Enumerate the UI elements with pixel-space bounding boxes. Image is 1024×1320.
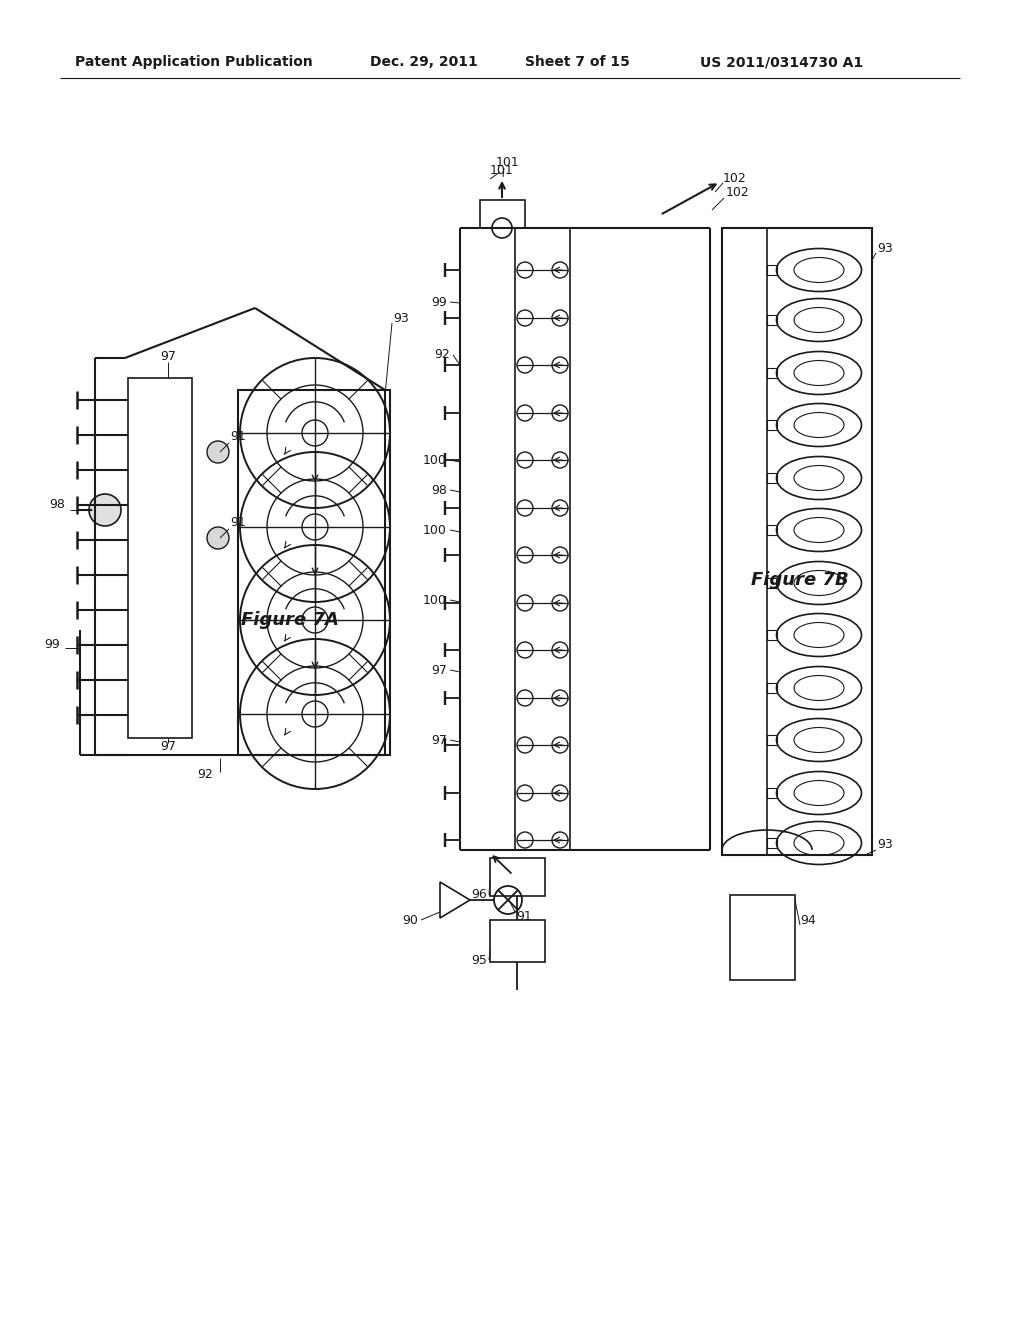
Circle shape <box>207 441 229 463</box>
Text: 93: 93 <box>393 312 409 325</box>
Text: 90: 90 <box>402 913 418 927</box>
Text: 102: 102 <box>723 172 746 185</box>
Text: 91: 91 <box>230 429 246 442</box>
Bar <box>767 578 777 587</box>
Text: 101: 101 <box>490 164 514 177</box>
Circle shape <box>207 527 229 549</box>
Text: Dec. 29, 2011: Dec. 29, 2011 <box>370 55 478 69</box>
Text: 100: 100 <box>423 454 447 466</box>
Text: 91: 91 <box>230 516 246 528</box>
Bar <box>722 228 872 855</box>
Bar <box>480 201 525 228</box>
Text: 98: 98 <box>431 483 447 496</box>
Text: 93: 93 <box>877 838 893 851</box>
Text: Figure 7A: Figure 7A <box>241 611 339 630</box>
Text: 100: 100 <box>423 594 447 606</box>
Circle shape <box>89 494 121 525</box>
Bar <box>238 389 390 755</box>
Text: 91: 91 <box>516 909 531 923</box>
Text: 97: 97 <box>160 741 176 754</box>
Text: 102: 102 <box>726 186 750 198</box>
Bar <box>767 682 777 693</box>
Bar <box>767 788 777 799</box>
Text: 92: 92 <box>198 768 213 781</box>
Bar <box>490 858 545 896</box>
Text: 97: 97 <box>431 734 447 747</box>
Text: 94: 94 <box>800 913 816 927</box>
Text: Patent Application Publication: Patent Application Publication <box>75 55 312 69</box>
Text: 100: 100 <box>423 524 447 536</box>
Text: 97: 97 <box>431 664 447 676</box>
Bar <box>730 895 795 979</box>
Text: 99: 99 <box>431 296 447 309</box>
Text: 96: 96 <box>471 888 487 902</box>
Text: 92: 92 <box>434 348 450 362</box>
Text: US 2011/0314730 A1: US 2011/0314730 A1 <box>700 55 863 69</box>
Bar <box>490 920 545 962</box>
Text: 98: 98 <box>49 499 65 511</box>
Text: 93: 93 <box>877 242 893 255</box>
Text: Figure 7B: Figure 7B <box>752 572 849 589</box>
Text: 95: 95 <box>471 953 487 966</box>
Bar <box>128 378 193 738</box>
Bar <box>767 838 777 847</box>
Bar <box>767 368 777 378</box>
Text: 97: 97 <box>160 350 176 363</box>
Bar <box>767 630 777 640</box>
Bar <box>767 473 777 483</box>
Text: 101: 101 <box>496 157 520 169</box>
Bar <box>767 525 777 535</box>
Text: 99: 99 <box>44 639 60 652</box>
Text: Sheet 7 of 15: Sheet 7 of 15 <box>525 55 630 69</box>
Bar <box>767 265 777 275</box>
Bar <box>767 735 777 744</box>
Bar <box>767 315 777 325</box>
Bar <box>767 420 777 430</box>
